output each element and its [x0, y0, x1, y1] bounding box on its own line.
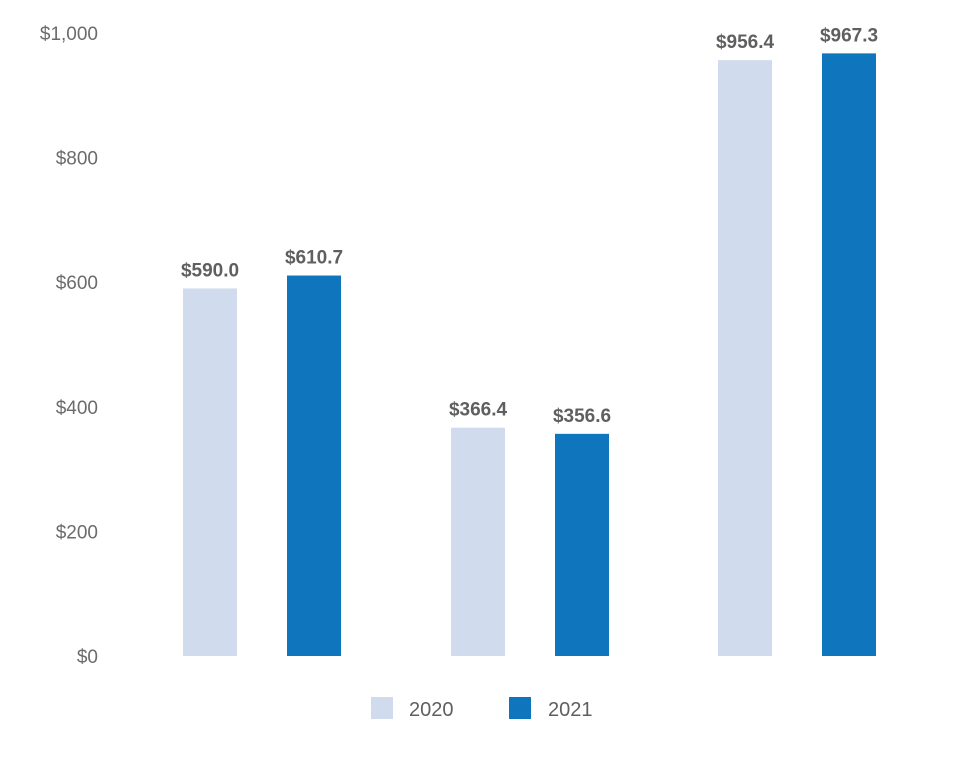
- bars: [183, 53, 876, 657]
- legend-label-2020: 2020: [409, 699, 454, 721]
- y-tick-label: $800: [56, 149, 98, 170]
- legend: 2020 2021: [371, 697, 593, 721]
- legend-label-2021: 2021: [548, 699, 593, 721]
- bar-2021-2: [555, 433, 609, 656]
- legend-swatch-2021: [509, 697, 531, 719]
- value-label-2020-3: $956.4: [716, 32, 775, 53]
- y-tick-label: $600: [56, 273, 98, 294]
- value-label-2021-3: $967.3: [820, 25, 878, 46]
- y-tick-label: $400: [56, 398, 98, 419]
- bar-2021-1: [287, 275, 341, 656]
- y-tick-label: $1,000: [40, 24, 98, 45]
- bar-2020-1: [183, 288, 237, 656]
- legend-swatch-2020: [371, 697, 393, 719]
- y-axis: $0 $200 $400 $600 $800 $1,000: [40, 24, 98, 668]
- value-labels: $590.0 $366.4 $956.4 $610.7 $356.6 $967.3: [181, 25, 878, 426]
- value-label-2021-1: $610.7: [285, 248, 343, 269]
- y-tick-label: $200: [56, 522, 98, 543]
- value-label-2021-2: $356.6: [553, 406, 611, 427]
- value-label-2020-2: $366.4: [449, 400, 508, 421]
- bar-2020-2: [451, 427, 505, 656]
- bar-2020-3: [718, 60, 772, 657]
- bar-2021-3: [822, 53, 876, 657]
- value-label-2020-1: $590.0: [181, 260, 239, 281]
- y-tick-label: $0: [77, 647, 98, 668]
